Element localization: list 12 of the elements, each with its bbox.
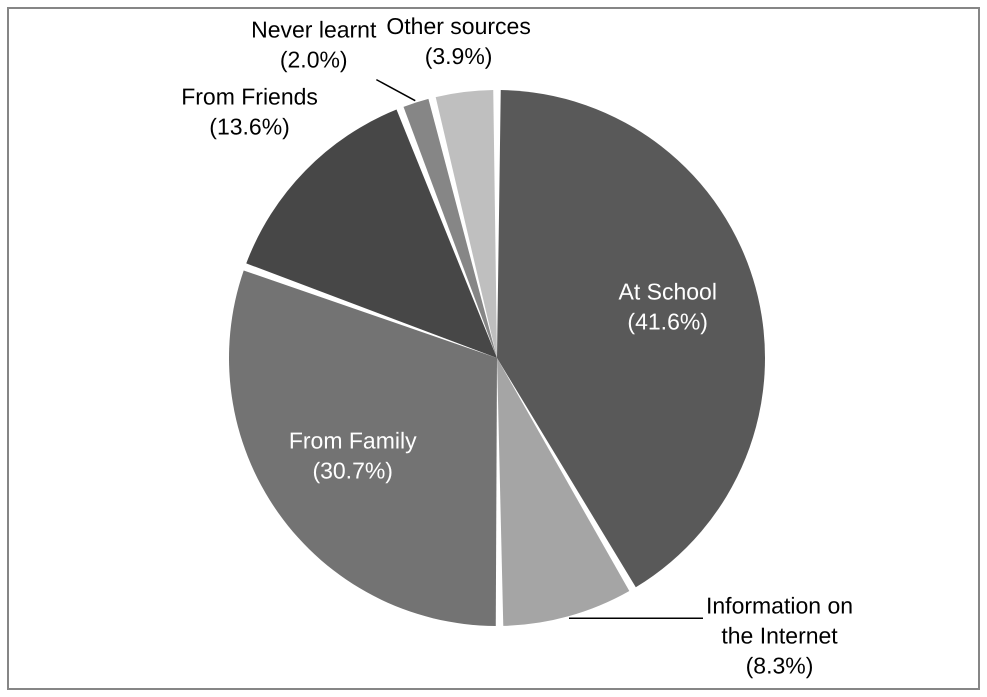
slice-label: Information on the Internet <box>706 592 854 649</box>
data-label: (30.7%) <box>312 457 393 484</box>
data-label: (8.3%) <box>746 652 814 679</box>
slice-label: Other sources <box>386 12 531 39</box>
data-label: (2.0%) <box>280 46 348 73</box>
slice-label: Never learnt <box>251 16 377 43</box>
slice-label: At School <box>618 278 717 305</box>
data-label: (41.6%) <box>627 308 708 335</box>
slice-label: From Friends <box>181 83 318 110</box>
data-label: (13.6%) <box>209 113 290 140</box>
data-label: (3.9%) <box>424 42 492 69</box>
slice-label: From Family <box>288 427 418 454</box>
